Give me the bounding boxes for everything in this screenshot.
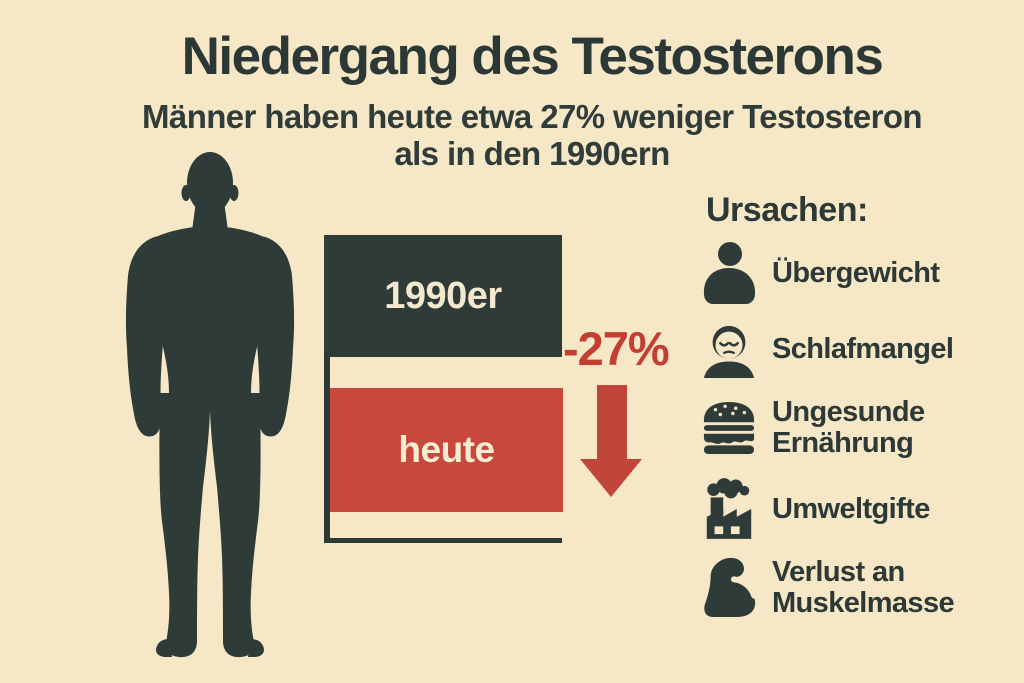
chart-axis-vertical [324, 235, 330, 543]
cause-label: Umweltgifte [772, 492, 930, 525]
subtitle-line-2: als in den 1990ern [394, 134, 670, 172]
delta-label: -27% [563, 322, 670, 375]
male-silhouette-icon [125, 152, 295, 658]
cause-label: Ungesunde Ernährung [772, 397, 925, 458]
cause-label-line-2: Muskelmasse [772, 587, 955, 619]
bar-1990er: 1990er [324, 235, 562, 357]
cause-label: Übergewicht [772, 256, 940, 289]
cause-label: Verlust an Muskelmasse [772, 556, 955, 619]
cause-item-schlafmangel: Schlafmangel [700, 318, 954, 380]
page-title: Niedergang des Testosterons [181, 27, 884, 86]
subtitle: Männer haben heute etwa 27% weniger Test… [20, 98, 1024, 173]
bar-heute: heute [330, 388, 563, 512]
cause-label-line-1: Verlust an [772, 556, 905, 589]
subtitle-line-1: Männer haben heute etwa 27% weniger Test… [142, 98, 922, 135]
overweight-person-icon [700, 241, 758, 305]
burger-icon [700, 401, 758, 455]
cause-item-ungesunde-ernaehrung: Ungesunde Ernährung [700, 396, 925, 460]
cause-item-uebergewicht: Übergewicht [700, 240, 940, 306]
down-arrow-icon [580, 385, 642, 497]
cause-item-umweltgifte: Umweltgifte [700, 476, 930, 542]
header: Niedergang des Testosterons Männer haben… [20, 0, 1024, 190]
flexed-biceps-icon [700, 557, 758, 619]
cause-label: Schlafmangel [772, 332, 954, 365]
cause-item-verlust-muskelmasse: Verlust an Muskelmasse [700, 554, 955, 622]
factory-icon [700, 477, 758, 541]
cause-label-line-2: Ernährung [772, 427, 914, 459]
causes-heading: Ursachen: [706, 191, 868, 229]
sleepy-face-icon [700, 320, 758, 378]
chart-axis-horizontal [324, 538, 562, 543]
bar-1990er-label: 1990er [384, 274, 502, 317]
cause-label-line-1: Ungesunde [772, 396, 925, 429]
bar-heute-label: heute [398, 429, 495, 470]
